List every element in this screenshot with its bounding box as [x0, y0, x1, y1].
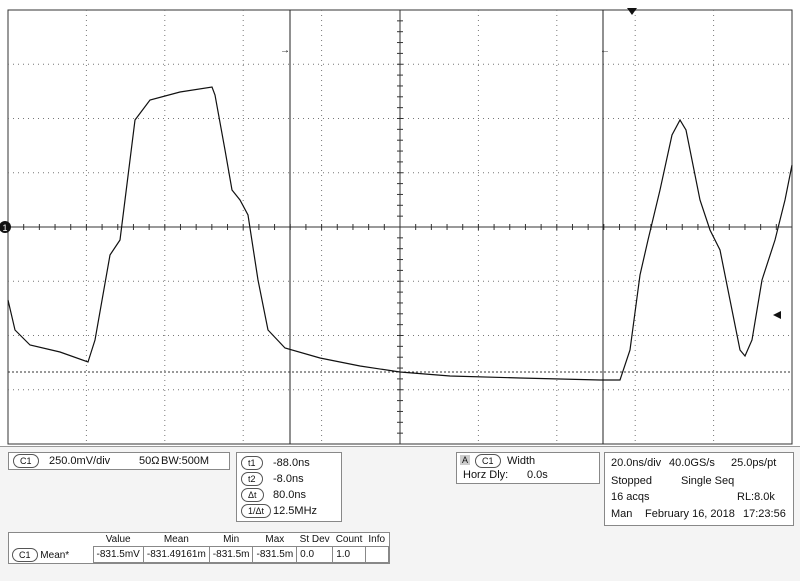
cursor-box: t1 -88.0ns t2 -8.0ns Δt 80.0ns 1/Δt 12.5MHz [236, 452, 342, 522]
cursor-arrow: ← [600, 45, 610, 56]
trigger-level [773, 311, 781, 319]
trigger-type: Width [507, 455, 536, 467]
trigger-letter: A [460, 455, 471, 465]
column-header: Info [368, 534, 386, 545]
cursor-label-wrap: Δt [241, 488, 264, 502]
cursor-label-wrap: t2 [241, 472, 263, 486]
cell: -831.5m [208, 546, 254, 563]
delay-value: 0.0s [527, 469, 548, 481]
measurement-box: Value Mean Min Max St Dev Count Info C1 Mean* … [8, 532, 390, 564]
waveform [7, 86, 793, 381]
cursor-label-wrap: t1 [241, 456, 263, 470]
channel-marker-label: 1 [2, 223, 7, 233]
bandwidth: BW:500M [161, 455, 210, 467]
channel-box: C1 250.0mV/div 50Ω BW:500M [8, 452, 230, 470]
time: 17:23:56 [743, 508, 786, 520]
cell-empty [364, 546, 389, 563]
date: February 16, 2018 [645, 508, 735, 520]
measurement-table: Value Mean Min Max St Dev Count Info C1 Mean* … [9, 533, 389, 563]
channel-marker [0, 221, 11, 233]
trigger-source: C1 [475, 454, 501, 468]
delay-label: Horz Dly: [463, 469, 509, 481]
header-row: Value Mean Min Max St Dev Count Info [9, 533, 388, 547]
column-header: Min [223, 534, 240, 545]
cursor-label: t1 [241, 456, 263, 470]
cursor-value: 12.5MHz [273, 505, 318, 517]
cell: -831.5mV [92, 546, 144, 563]
column-header: Mean [163, 534, 189, 545]
data-row: C1 Mean* -831.5mV -831.49161m -831.5m -831.… [9, 546, 389, 563]
column-header: Max [265, 534, 285, 545]
scope-screen: → ← 1 [0, 8, 793, 445]
trigger-position [627, 8, 637, 15]
acq-state: Stopped [611, 475, 652, 487]
cursor-label: t2 [241, 472, 263, 486]
cursor-label-wrap: 1/Δt [241, 504, 272, 518]
resolution: 25.0ps/pt [731, 457, 777, 469]
row-badge: C1 [12, 547, 38, 562]
trigger-box: A C1 Width Horz Dly: 0.0s [456, 452, 600, 484]
acq-mode: Single Seq [681, 475, 735, 487]
sample-rate: 40.0GS/s [669, 457, 715, 469]
cursor-label: 1/Δt [241, 504, 272, 518]
cursor-label: Δt [241, 488, 264, 502]
cell: -831.49161m [142, 546, 210, 563]
channel-badge: C1 [13, 454, 39, 468]
column-header: Value [105, 534, 131, 545]
trigger-mode: Man [611, 508, 633, 520]
record-length: RL:8.0k [737, 491, 775, 503]
cell: -831.5m [252, 546, 298, 563]
time-scale: 20.0ns/div [611, 457, 662, 469]
vertical-scale: 250.0mV/div [49, 455, 111, 467]
column-header: Count [335, 534, 363, 545]
timebase-box: 20.0ns/div 40.0GS/s 25.0ps/pt Stopped Si… [604, 452, 794, 526]
acq-count: 16 acqs [611, 491, 650, 503]
cell: 1.0 [332, 546, 366, 563]
row-name: Mean* [40, 549, 70, 561]
cursor-value: -88.0ns [273, 457, 310, 469]
cursor-value: -8.0ns [273, 473, 304, 485]
column-header: St Dev [299, 534, 330, 545]
row-source: C1 Mean* [9, 547, 93, 563]
cursor-arrow: → [280, 45, 290, 56]
cursor-value: 80.0ns [273, 489, 307, 501]
corner [9, 533, 93, 547]
cell: 0.0 [296, 546, 334, 563]
impedance: 50Ω [139, 455, 160, 467]
